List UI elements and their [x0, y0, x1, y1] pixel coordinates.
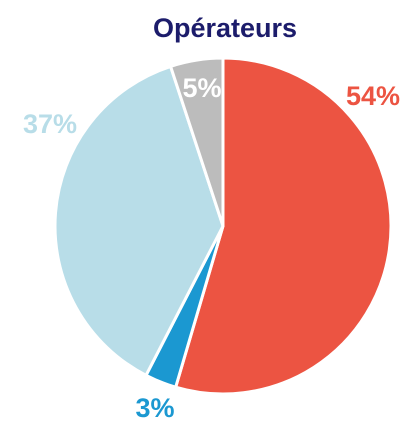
data-label: 3% — [135, 393, 174, 423]
data-label: 37% — [23, 109, 77, 139]
pie-slice — [173, 56, 393, 396]
pie-slice — [168, 56, 225, 227]
data-label: 5% — [182, 73, 221, 103]
chart-title: Opérateurs — [153, 13, 297, 43]
data-label: 54% — [346, 81, 400, 111]
pie-slice — [53, 64, 225, 378]
